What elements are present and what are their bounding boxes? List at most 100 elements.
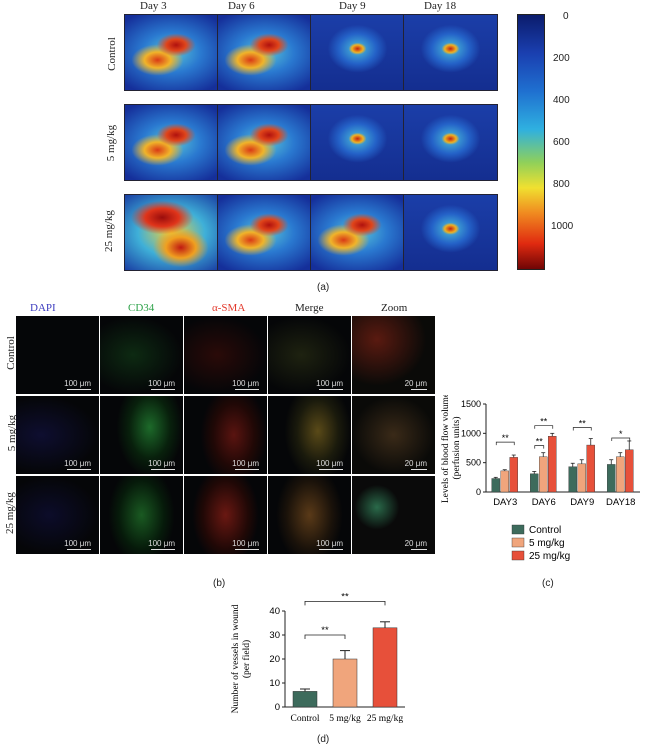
significance-bracket bbox=[534, 425, 554, 429]
heatmap-image bbox=[217, 104, 312, 181]
y-axis-label: Levels of blood flow volume bbox=[440, 395, 451, 503]
heatmap-image bbox=[217, 194, 312, 271]
bar bbox=[548, 436, 557, 493]
y-tick-label: 10 bbox=[269, 678, 280, 689]
day-label: Day 6 bbox=[228, 0, 255, 12]
legend-label: Control bbox=[529, 525, 561, 536]
scale-bar-label: 20 μm bbox=[404, 379, 427, 388]
micrograph: 20 μm bbox=[352, 476, 435, 554]
bar bbox=[372, 627, 398, 708]
scale-bar-label: 100 μm bbox=[232, 379, 259, 388]
micrograph: 20 μm bbox=[352, 316, 435, 394]
scale-bar-label: 100 μm bbox=[316, 459, 343, 468]
x-tick-label: DAY6 bbox=[532, 497, 556, 508]
significance-bracket bbox=[572, 427, 592, 431]
scale-bar-label: 100 μm bbox=[316, 379, 343, 388]
channel-label: α-SMA bbox=[212, 302, 246, 314]
significance-bracket bbox=[611, 437, 631, 442]
micrograph: 100 μm bbox=[100, 316, 183, 394]
y-axis-label: (perfusion units) bbox=[451, 416, 462, 479]
heatmap-image bbox=[124, 194, 219, 271]
micrograph: 100 μm bbox=[268, 476, 351, 554]
scale-bar-label: 20 μm bbox=[404, 459, 427, 468]
day-label: Day 3 bbox=[140, 0, 167, 12]
channel-label: Zoom bbox=[381, 302, 408, 314]
y-axis-label: (per field) bbox=[241, 640, 252, 678]
micrograph: 100 μm bbox=[268, 316, 351, 394]
x-tick-label: DAY18 bbox=[606, 497, 635, 508]
bar bbox=[530, 473, 539, 493]
day-label: Day 18 bbox=[424, 0, 457, 12]
significance-label: ** bbox=[341, 591, 349, 602]
scale-bar-label: 100 μm bbox=[64, 539, 91, 548]
heatmap-image bbox=[403, 104, 498, 181]
significance-label: ** bbox=[321, 625, 329, 636]
significance-label: ** bbox=[579, 418, 587, 428]
panel-letter: (b) bbox=[213, 578, 226, 589]
channel-label: Merge bbox=[295, 302, 324, 314]
significance-bracket bbox=[304, 601, 386, 606]
scale-bar-label: 100 μm bbox=[148, 539, 175, 548]
bar bbox=[616, 456, 625, 493]
colorbar-tick: 800 bbox=[553, 179, 570, 190]
heatmap-image bbox=[403, 14, 498, 91]
row-label: 5 mg/kg bbox=[105, 124, 118, 162]
y-tick-label: 40 bbox=[269, 606, 280, 617]
legend-swatch bbox=[511, 524, 525, 535]
significance-bracket bbox=[534, 445, 545, 449]
panel-letter: (d) bbox=[317, 734, 330, 745]
scale-bar-label: 100 μm bbox=[232, 459, 259, 468]
bar bbox=[586, 444, 595, 493]
micrograph: 100 μm bbox=[184, 476, 267, 554]
colorbar-tick: 400 bbox=[553, 95, 570, 106]
scale-bar-label: 100 μm bbox=[64, 459, 91, 468]
significance-bracket bbox=[495, 441, 515, 446]
scale-bar-label: 100 μm bbox=[232, 539, 259, 548]
panel-letter: (c) bbox=[542, 578, 554, 589]
heatmap-image bbox=[403, 194, 498, 271]
panel-letter: (a) bbox=[317, 282, 330, 293]
colorbar-tick: 200 bbox=[553, 53, 570, 64]
row-label: 25 mg/kg bbox=[3, 492, 16, 534]
micrograph: 100 μm bbox=[100, 476, 183, 554]
significance-label: ** bbox=[540, 417, 548, 427]
y-tick-label: 1500 bbox=[461, 399, 481, 409]
x-tick-label: 5 mg/kg bbox=[329, 714, 361, 724]
bar bbox=[491, 478, 500, 493]
heatmap-image bbox=[124, 104, 219, 181]
x-tick-label: Control bbox=[290, 714, 319, 724]
colorbar-tick: 1000 bbox=[551, 221, 574, 232]
y-tick-label: 0 bbox=[476, 487, 481, 497]
micrograph: 100 μm bbox=[16, 396, 99, 474]
bar bbox=[625, 449, 634, 493]
y-axis-label: Number of vessels in wound bbox=[230, 604, 241, 713]
row-label: Control bbox=[105, 37, 118, 71]
row-label: Control bbox=[4, 336, 17, 370]
micrograph: 100 μm bbox=[184, 396, 267, 474]
heatmap-image bbox=[310, 104, 405, 181]
significance-label: * bbox=[619, 429, 623, 439]
micrograph: 100 μm bbox=[184, 316, 267, 394]
channel-label: CD34 bbox=[128, 302, 155, 314]
bar bbox=[577, 463, 586, 493]
bar bbox=[509, 457, 518, 493]
scale-bar-label: 100 μm bbox=[148, 459, 175, 468]
x-tick-label: 25 mg/kg bbox=[367, 714, 403, 724]
legend-label: 5 mg/kg bbox=[529, 538, 565, 549]
micrograph: 100 μm bbox=[16, 476, 99, 554]
y-tick-label: 0 bbox=[275, 702, 280, 713]
bar bbox=[539, 456, 548, 493]
bar bbox=[607, 464, 616, 493]
day-label: Day 9 bbox=[339, 0, 366, 12]
legend-swatch bbox=[511, 537, 525, 548]
heatmap-image bbox=[217, 14, 312, 91]
scale-bar-label: 100 μm bbox=[64, 379, 91, 388]
micrograph: 100 μm bbox=[268, 396, 351, 474]
micrograph: 100 μm bbox=[100, 396, 183, 474]
legend-label: 25 mg/kg bbox=[529, 551, 570, 562]
channel-label: DAPI bbox=[30, 302, 56, 314]
bar bbox=[292, 691, 318, 708]
blood-flow-chart: 0 500 1000 1500 Levels of blood flow volume(… bbox=[440, 395, 640, 562]
y-tick-label: 1000 bbox=[461, 428, 481, 438]
significance-bracket bbox=[304, 634, 346, 639]
